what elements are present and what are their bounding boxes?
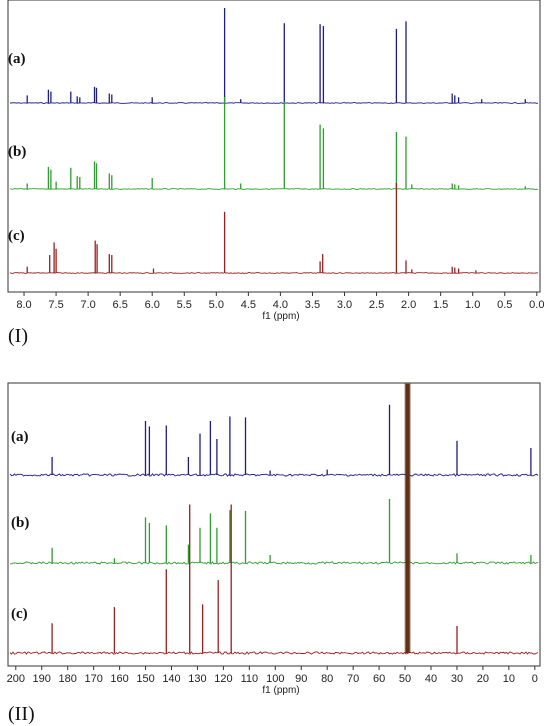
spectrum-baseline: [9, 561, 539, 565]
x-tick-label: 2.5: [369, 299, 384, 311]
x-tick-label: 0: [532, 673, 538, 685]
x-tick-label: 4.0: [273, 299, 288, 311]
x-tick-label: 0.0: [529, 299, 544, 311]
spectrum-trace-2: [9, 384, 539, 655]
x-tick-label: 90: [295, 673, 307, 685]
x-tick-label: 30: [451, 673, 463, 685]
x-tick-label: 3.0: [337, 299, 352, 311]
x-tick-label: 20: [477, 673, 489, 685]
spectrum-baseline: [9, 272, 539, 274]
spectrum-trace-0: [10, 8, 539, 104]
x-tick-label: 60: [373, 673, 385, 685]
x-tick-label: 10: [503, 673, 515, 685]
x-tick-label: 0.5: [497, 299, 512, 311]
x-tick-label: 3.5: [305, 299, 320, 311]
x-tick-label: 5.0: [209, 299, 224, 311]
spectrum-baseline: [9, 188, 539, 190]
plot-frame: [7, 382, 541, 667]
trace-label: (b): [8, 144, 26, 160]
x-tick-label: 140: [162, 673, 180, 685]
x-tick-label: 5.5: [177, 299, 192, 311]
x-tick-label: 6.0: [145, 299, 160, 311]
trace-label: (b): [11, 515, 29, 531]
x-tick-label: 160: [110, 673, 128, 685]
x-tick-label: 50: [399, 673, 411, 685]
x-tick-label: 8.0: [16, 299, 31, 311]
panel-label: (I): [8, 325, 28, 347]
x-tick-label: 190: [33, 673, 51, 685]
x-tick-label: 1.5: [433, 299, 448, 311]
spectrum-baseline: [9, 651, 539, 655]
spectrum-trace-1: [9, 97, 539, 190]
x-tick-label: 2.0: [401, 299, 416, 311]
panel-label: (II): [8, 703, 35, 725]
trace-label: (a): [11, 429, 29, 445]
x-tick-label: 1.0: [465, 299, 480, 311]
trace-label: (c): [8, 228, 25, 244]
x-tick-label: 200: [7, 673, 25, 685]
spectrum-baseline: [10, 102, 539, 104]
plot-frame: [7, 0, 541, 293]
trace-label: (a): [8, 51, 26, 67]
x-tick-label: 180: [59, 673, 77, 685]
x-tick-label: 150: [136, 673, 154, 685]
solvent-peak-band: [404, 383, 411, 653]
panel-13c-nmr: 200 190 180 170 160 150 140 130 120 110 100 90 80 70 6…: [7, 382, 541, 725]
trace-label: (c): [11, 606, 28, 622]
x-tick-label: 100: [266, 673, 284, 685]
x-tick-label: 170: [84, 673, 102, 685]
x-tick-label: 6.5: [113, 299, 128, 311]
panel-1h-nmr: 8.0 7.5 7.0 6.5 6.0 5.5 5.0 4.5 4.0 3.5 3.0 2.5 2.0 1…: [7, 0, 544, 347]
x-tick-label: 40: [425, 673, 437, 685]
x-tick-label: 7.0: [80, 299, 95, 311]
x-tick-label: 130: [188, 673, 206, 685]
spectrum-trace-2: [9, 183, 539, 274]
spectrum-baseline: [9, 473, 539, 477]
x-tick-label: 4.5: [241, 299, 256, 311]
x-tick-label: 80: [321, 673, 333, 685]
x-tick-label: 7.5: [48, 299, 63, 311]
x-axis-title: f1 (ppm): [262, 685, 299, 696]
spectrum-trace-0: [9, 385, 539, 477]
x-tick-label: 70: [347, 673, 359, 685]
x-tick-label: 110: [241, 673, 259, 685]
x-tick-label: 120: [214, 673, 232, 685]
spectrum-trace-1: [9, 483, 539, 565]
x-axis-title: f1 (ppm): [262, 311, 299, 322]
